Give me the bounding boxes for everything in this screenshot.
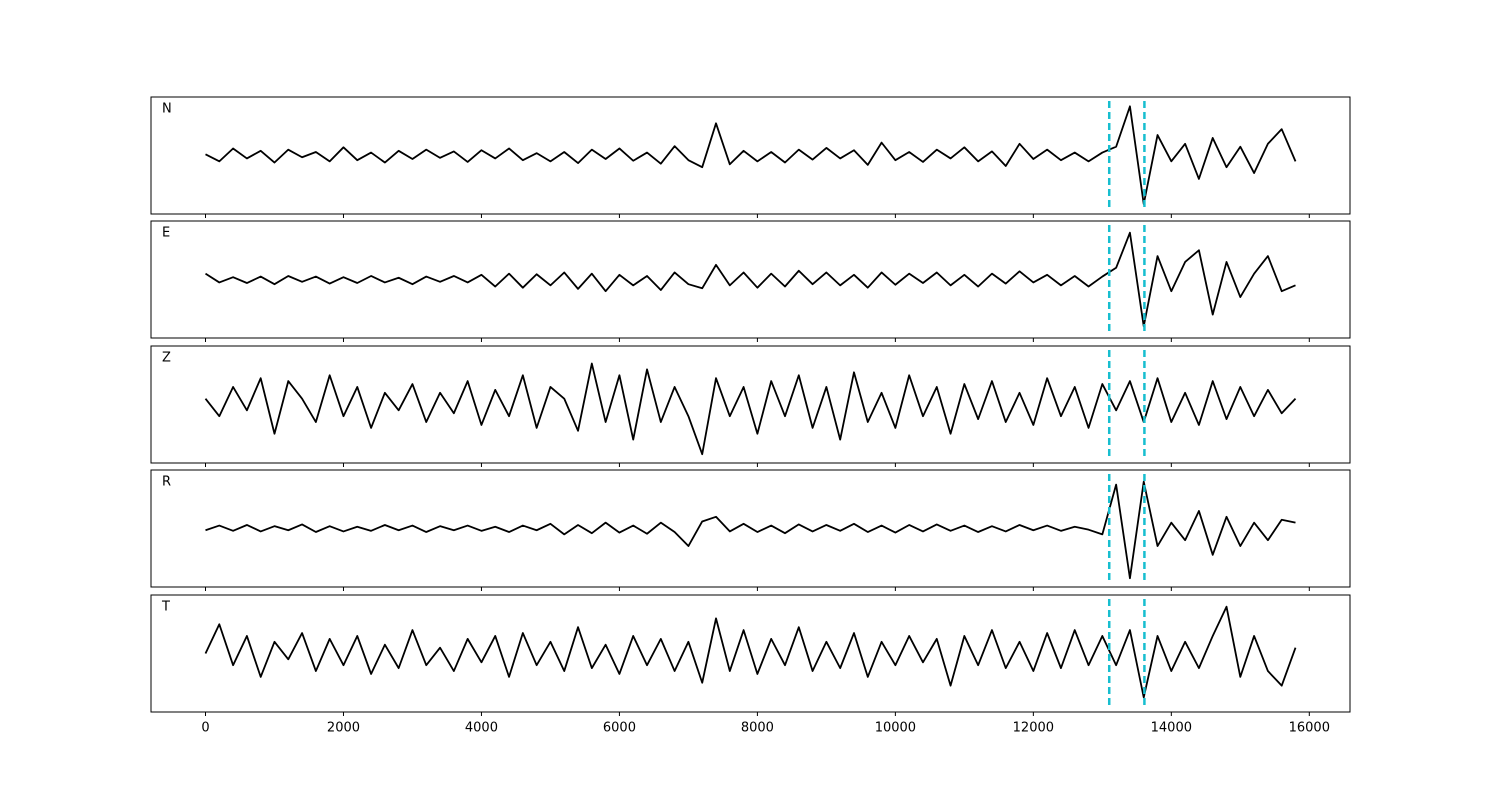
trace-line (205, 231, 1296, 328)
x-tick-label: 6000 (603, 721, 636, 736)
panel-label: R (162, 475, 171, 490)
x-tick-label: 12000 (1013, 721, 1054, 736)
panel-frame (150, 220, 1351, 339)
panel-label: E (162, 226, 170, 241)
x-tick-label: 8000 (741, 721, 774, 736)
x-tick-label: 10000 (875, 721, 916, 736)
trace-line (204, 605, 1297, 699)
panel-label: N (162, 102, 172, 117)
x-tick-label: 0 (201, 721, 209, 736)
trace-line (204, 362, 1297, 456)
panel-frame (150, 594, 1351, 713)
panel-label: Z (162, 351, 171, 366)
x-tick-label: 2000 (327, 721, 360, 736)
trace-line (205, 105, 1297, 205)
panel-frame (150, 96, 1351, 215)
panel-label: T (161, 600, 170, 615)
trace-line (205, 480, 1296, 580)
panel-frame (150, 345, 1351, 464)
x-tick-label: 16000 (1289, 721, 1330, 736)
panel-frame (150, 469, 1351, 588)
x-tick-label: 14000 (1151, 721, 1192, 736)
x-tick-label: 4000 (465, 721, 498, 736)
